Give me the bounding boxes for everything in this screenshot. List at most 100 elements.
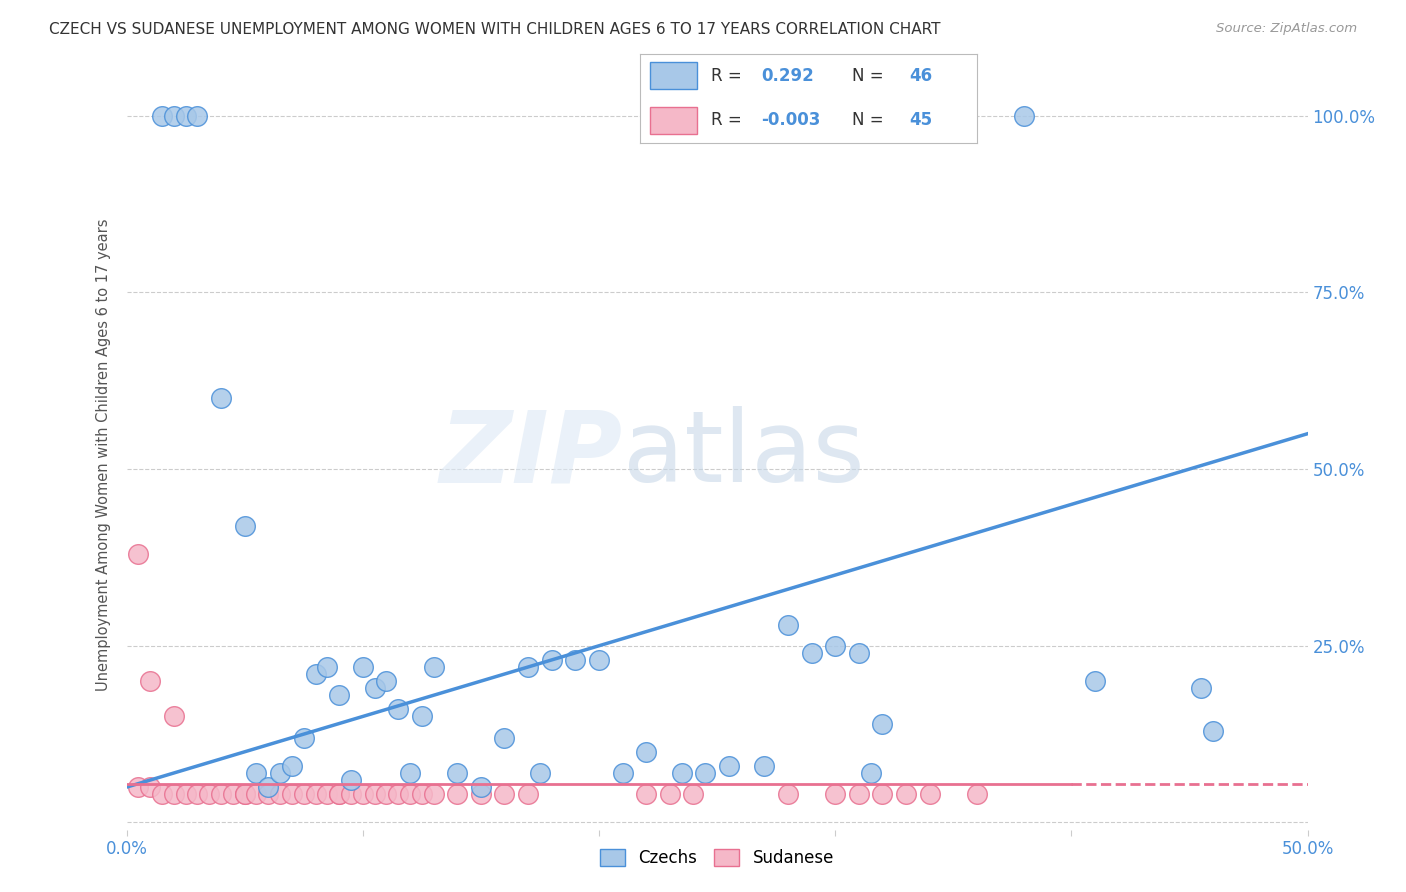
Point (636, 745, 658, 759)
Point (517, 660, 540, 674)
Point (163, 709, 186, 723)
Point (859, 766, 882, 780)
Point (636, 787, 658, 801)
Point (776, 787, 799, 801)
Point (872, 716, 894, 731)
Point (352, 787, 374, 801)
Text: CZECH VS SUDANESE UNEMPLOYMENT AMONG WOMEN WITH CHILDREN AGES 6 TO 17 YEARS CORR: CZECH VS SUDANESE UNEMPLOYMENT AMONG WOM… (49, 22, 941, 37)
Point (470, 780, 492, 794)
Point (375, 674, 398, 689)
Point (446, 787, 468, 801)
Point (399, 787, 422, 801)
Point (269, 787, 291, 801)
Point (198, 787, 221, 801)
Point (800, 646, 823, 660)
Point (233, 518, 256, 533)
Point (494, 787, 516, 801)
Point (292, 731, 315, 745)
Point (363, 681, 385, 696)
Text: R =: R = (710, 112, 741, 129)
Point (150, 109, 173, 123)
Point (717, 759, 740, 773)
Point (174, 109, 197, 123)
Point (328, 787, 350, 801)
Text: ZIP: ZIP (440, 407, 623, 503)
Point (174, 787, 197, 801)
Point (564, 653, 586, 667)
Point (695, 766, 717, 780)
Point (304, 667, 326, 681)
Point (163, 787, 186, 801)
Point (671, 766, 693, 780)
Point (150, 787, 173, 801)
Point (363, 787, 385, 801)
Point (233, 787, 256, 801)
Point (529, 766, 551, 780)
Text: atlas: atlas (623, 407, 865, 503)
Point (494, 731, 516, 745)
Point (824, 787, 846, 801)
Point (422, 787, 444, 801)
Point (209, 392, 232, 406)
Point (281, 787, 304, 801)
Bar (650, 62, 697, 89)
Point (257, 780, 280, 794)
Point (245, 766, 267, 780)
Point (387, 787, 409, 801)
Text: -0.003: -0.003 (761, 112, 821, 129)
Point (848, 646, 870, 660)
Point (352, 660, 374, 674)
Point (233, 787, 256, 801)
Point (222, 787, 245, 801)
Text: 45: 45 (910, 112, 932, 129)
Y-axis label: Unemployment Among Women with Children Ages 6 to 17 years: Unemployment Among Women with Children A… (96, 219, 111, 691)
Text: Source: ZipAtlas.com: Source: ZipAtlas.com (1216, 22, 1357, 36)
Point (754, 759, 776, 773)
Point (918, 787, 941, 801)
Point (1202, 723, 1225, 738)
Point (316, 660, 339, 674)
Point (894, 787, 917, 801)
Point (1012, 109, 1035, 123)
Text: N =: N = (852, 112, 884, 129)
Point (776, 617, 799, 632)
Text: 46: 46 (910, 67, 932, 85)
Point (1084, 674, 1107, 689)
Point (872, 787, 894, 801)
Point (186, 787, 208, 801)
Point (682, 787, 704, 801)
Point (127, 547, 149, 561)
Point (411, 709, 433, 723)
Point (328, 787, 350, 801)
Point (139, 780, 162, 794)
Point (966, 787, 988, 801)
Point (281, 759, 304, 773)
Point (139, 674, 162, 689)
Point (269, 766, 291, 780)
Point (316, 787, 339, 801)
Text: 0.292: 0.292 (761, 67, 814, 85)
Point (540, 653, 562, 667)
Point (411, 787, 433, 801)
Point (186, 109, 208, 123)
Point (588, 653, 610, 667)
Point (340, 773, 363, 788)
Point (328, 688, 350, 702)
Point (127, 780, 149, 794)
Point (446, 766, 468, 780)
Point (470, 787, 492, 801)
Text: N =: N = (852, 67, 884, 85)
Point (422, 660, 444, 674)
Point (848, 787, 870, 801)
Point (658, 787, 681, 801)
Point (257, 787, 280, 801)
Point (375, 787, 398, 801)
Point (245, 787, 267, 801)
Bar (650, 107, 697, 134)
Point (163, 109, 186, 123)
Point (399, 766, 422, 780)
Point (517, 787, 540, 801)
Point (304, 787, 326, 801)
Text: R =: R = (710, 67, 741, 85)
Point (387, 702, 409, 716)
